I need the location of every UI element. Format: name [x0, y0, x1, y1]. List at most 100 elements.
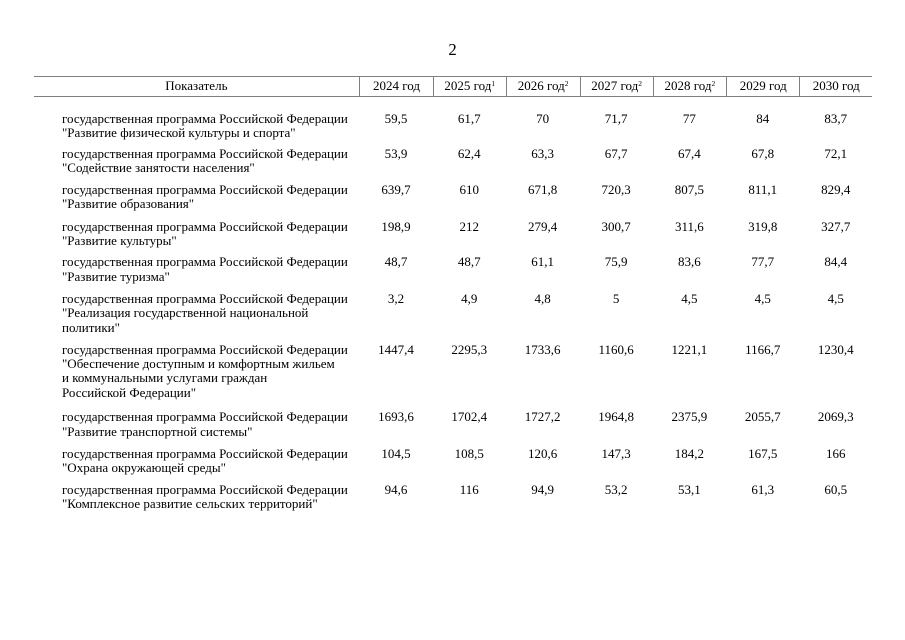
value-cell: 4,5: [754, 291, 771, 306]
program-name-line: государственная программа Российской Фед…: [62, 254, 348, 270]
program-name-line: и коммунальными услугами граждан: [62, 370, 268, 386]
footnote-marker: 1: [491, 79, 496, 89]
value-cell: 94,6: [384, 481, 408, 497]
value-cell: 48,7: [384, 254, 408, 270]
value-cell: 1221,1: [671, 341, 708, 357]
program-name-line: "Развитие образования": [62, 195, 195, 211]
program-name-line: государственная программа Российской Фед…: [62, 409, 348, 425]
year-label: 2029 год: [739, 78, 787, 93]
program-name-line: "Реализация государственной национальной: [62, 305, 309, 321]
table-row: государственная программа Российской Фед…: [34, 111, 873, 141]
value-cell: 327,7: [821, 219, 851, 235]
value-cell: 63,3: [531, 146, 555, 161]
value-cell: 61,7: [457, 111, 481, 126]
table-row: государственная программа Российской Фед…: [34, 219, 873, 249]
year-label: 2024 год: [372, 78, 420, 93]
value-cell: 311,6: [675, 219, 704, 235]
program-name: государственная программа Российской Фед…: [34, 146, 360, 176]
value-cell: 811,1: [748, 181, 778, 197]
value-cell: 59,5: [384, 111, 408, 126]
value-cell: 1727,2: [524, 409, 561, 425]
column-header-year-2025: 2025 год1: [432, 77, 506, 96]
program-name-line: государственная программа Российской Фед…: [62, 445, 348, 461]
table-row: государственная программа Российской Фед…: [34, 410, 873, 439]
year-label: 2028 год: [664, 78, 712, 93]
program-name-line: государственная программа Российской Фед…: [62, 481, 348, 497]
value-cell: 70: [536, 111, 550, 126]
value-cell: 720,3: [601, 181, 631, 197]
program-name: государственная программа Российской Фед…: [34, 291, 360, 335]
value-cell: 67,8: [751, 146, 775, 161]
value-cell: 1702,4: [451, 409, 488, 425]
value-cell: 120,6: [528, 445, 558, 461]
program-name-line: "Развитие транспортной системы": [62, 423, 253, 439]
program-name-line: "Обеспечение доступным и комфортным жиль…: [62, 355, 335, 371]
value-cell: 67,4: [678, 146, 701, 161]
column-header-year-2030: 2030 год: [799, 77, 872, 96]
value-cell: 116: [459, 481, 479, 497]
program-name-line: "Развитие физической культуры и спорта": [62, 125, 296, 141]
program-name: государственная программа Российской Фед…: [34, 481, 360, 512]
value-cell: 166: [825, 445, 846, 461]
program-name: государственная программа Российской Фед…: [34, 181, 360, 212]
value-cell: 60,5: [824, 481, 848, 497]
value-cell: 1964,8: [598, 409, 635, 425]
column-header-year-2028: 2028 год2: [652, 77, 726, 96]
program-name-line: государственная программа Российской Фед…: [62, 111, 348, 126]
value-cell: 3,2: [387, 291, 405, 306]
value-cell: 807,5: [674, 181, 705, 197]
value-cell: 4,5: [681, 291, 698, 306]
table-row: государственная программа Российской Фед…: [34, 341, 873, 400]
program-name: государственная программа Российской Фед…: [34, 219, 360, 249]
value-cell: 671,8: [528, 181, 558, 197]
column-header-year-2029: 2029 год: [726, 77, 799, 96]
value-cell: 147,3: [601, 445, 631, 461]
program-name: государственная программа Российской Фед…: [34, 111, 360, 141]
value-cell: 84: [756, 111, 770, 126]
value-cell: 72,1: [824, 146, 848, 161]
program-name-line: государственная программа Российской Фед…: [62, 181, 348, 197]
value-cell: 300,7: [601, 219, 631, 235]
year-label: 2025 год: [444, 78, 492, 93]
program-name-line: "Охрана окружающей среды": [62, 460, 226, 476]
year-label: 2030 год: [812, 78, 860, 93]
program-name-line: "Развитие культуры": [62, 233, 177, 249]
year-label: 2027 год: [591, 78, 639, 93]
table-row: государственная программа Российской Фед…: [34, 181, 873, 212]
footnote-marker: 2: [638, 79, 643, 89]
table-row: государственная программа Российской Фед…: [34, 481, 873, 512]
value-cell: 53,2: [604, 481, 628, 497]
table-header-row: Показатель 2024 год 2025 год1 2026 год2 …: [33, 76, 872, 97]
value-cell: 62,4: [457, 146, 481, 161]
value-cell: 1230,4: [817, 341, 854, 357]
value-cell: 77: [682, 111, 696, 126]
value-cell: 4,9: [461, 291, 478, 306]
value-cell: 2375,9: [671, 409, 708, 425]
program-name: государственная программа Российской Фед…: [34, 410, 360, 439]
value-cell: 212: [459, 219, 479, 235]
footnote-marker: 2: [564, 79, 569, 89]
value-cell: 75,9: [604, 254, 628, 270]
indicators-table: Показатель 2024 год 2025 год1 2026 год2 …: [33, 76, 872, 511]
program-name-line: государственная программа Российской Фед…: [62, 341, 348, 357]
value-cell: 319,8: [748, 219, 778, 235]
page-number: 2: [448, 39, 457, 59]
value-cell: 94,9: [531, 481, 555, 497]
value-cell: 71,7: [604, 111, 628, 126]
program-name-line: "Развитие туризма": [62, 268, 170, 284]
value-cell: 1447,4: [378, 341, 414, 357]
value-cell: 61,1: [531, 254, 555, 270]
value-cell: 104,5: [381, 445, 411, 461]
program-name: государственная программа Российской Фед…: [34, 255, 360, 284]
column-header-indicator: Показатель: [165, 78, 228, 93]
table-row: государственная программа Российской Фед…: [34, 146, 873, 176]
value-cell: 77,7: [751, 254, 775, 270]
program-name-line: государственная программа Российской Фед…: [62, 146, 348, 161]
value-cell: 83,7: [824, 111, 848, 126]
value-cell: 1733,6: [524, 341, 561, 357]
value-cell: 2295,3: [451, 341, 488, 357]
program-name-line: "Содействие занятости населения": [62, 160, 255, 176]
value-cell: 1693,6: [378, 409, 414, 425]
program-name-line: "Комплексное развитие сельских территори…: [62, 495, 318, 511]
